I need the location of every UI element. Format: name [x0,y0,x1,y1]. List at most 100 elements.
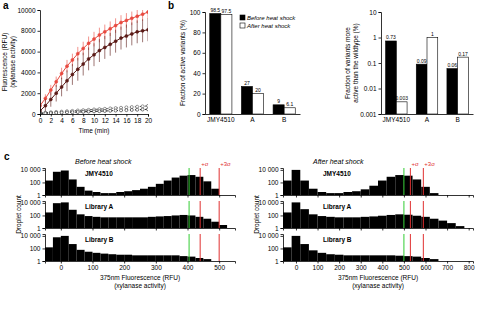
point [109,27,112,30]
histogram-bar [283,212,292,228]
point [55,111,58,114]
tick [361,195,362,198]
tick: 20 [145,114,153,124]
tick: 10 000 [21,199,45,206]
tick-mark [203,94,206,95]
tick-mark [203,114,206,115]
histogram-bar [387,215,396,228]
point [130,108,133,111]
tick [219,195,220,198]
tick: 8000 [21,27,40,34]
tick-mark [281,248,284,249]
error-bar [61,68,62,79]
tick-label: JMY4510 [383,116,411,123]
tick-mark [188,228,189,231]
histogram-bar [430,259,439,261]
histogram-bar [335,193,344,195]
data-label: 0.003 [395,95,408,101]
histogram-bar [464,228,473,229]
axis: 0200040006000800010000 [17,7,40,118]
error-bar [115,30,116,53]
point [49,89,52,92]
tick-label: 0.01 [364,85,377,92]
histogram-bar [156,216,164,228]
tick: 10 [91,114,99,124]
tick-mark [188,195,189,198]
tick-label: 100 [30,179,41,186]
histogram-bar [100,217,108,228]
tick: 100 [30,212,45,219]
tick-mark [469,228,470,231]
point [55,110,58,113]
tick-mark [281,170,284,171]
histogram-bar [77,250,85,261]
tick-mark [219,228,220,231]
tick-label: 4000 [21,69,36,76]
histogram-bar [53,172,61,195]
histogram-bar [421,217,430,228]
plot-area [45,201,227,228]
tick: 8 [82,114,86,124]
point [66,79,69,82]
histogram-bar [352,191,361,195]
axis: 0.0010.010.1110 [360,9,381,118]
tick: 300 [151,261,162,271]
histogram-bar [108,193,116,195]
error-bar [83,53,84,76]
histogram-bar [148,187,156,195]
title: After heat shock [312,158,364,165]
tick: 2000 [21,90,40,97]
y-axis-title: Fraction of variants more [344,27,351,99]
tick-mark [38,31,41,32]
tick: 0 [39,114,43,124]
tick: 100 [30,179,45,186]
point [114,109,117,112]
tick-label: 600 [421,264,432,271]
tick-mark [93,228,94,231]
tick-label: 1 [275,192,279,199]
histogram-bar [77,214,85,228]
axis-line [43,235,46,262]
tick-mark [318,228,319,231]
tick: 1 [37,258,45,265]
histogram-bar [195,177,203,195]
tick-label: 12 [102,117,110,124]
point [93,38,96,41]
tick-label: 20 [145,117,153,124]
axis: 020406080100 [190,9,206,118]
histogram-bar [69,244,77,261]
tick: JMY4510 [207,116,235,123]
tick: 20 [193,90,205,97]
point [49,98,52,101]
histogram-bar [361,217,370,228]
tick [404,228,405,231]
x-axis-title: 375nm Fluorescence (RFU) [338,274,418,282]
reference-line [200,168,201,195]
tick-mark [361,195,362,198]
histogram-bar [283,247,292,261]
reference-line [410,201,411,228]
histogram-bar [148,217,156,228]
histogram-bar [369,216,378,228]
histogram-bar [352,255,361,261]
tick-label: 0.001 [360,111,377,118]
reference-line [219,234,220,261]
reference-line [219,168,220,195]
histogram-bar [378,216,387,228]
tick: 100 [30,245,45,252]
series-line [40,30,148,111]
tick: 0 [60,261,64,271]
histogram-bar [292,202,301,228]
reference-line [189,168,190,195]
axis: 110010 000 [21,166,46,198]
histogram-bar [61,202,69,228]
tick [156,228,157,231]
error-bar [148,18,149,41]
tick [447,228,448,231]
data-label: 20 [255,87,261,93]
tick-mark [38,93,41,94]
error-bar [45,99,46,111]
tick: 100 [268,212,283,219]
y-axis-title: Fluorescence (RFU) [1,33,9,92]
error-bar [99,39,100,62]
